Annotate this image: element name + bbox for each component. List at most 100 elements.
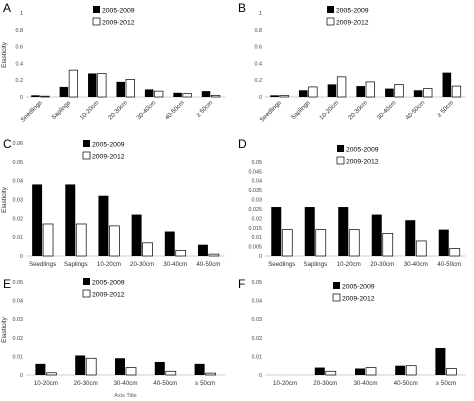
x-tick-label: 40-50cm bbox=[437, 261, 461, 268]
bar-2009-2012 bbox=[405, 365, 417, 376]
legend-swatch bbox=[82, 151, 91, 160]
y-tick-label: 1 bbox=[20, 11, 23, 17]
bar-2009-2012 bbox=[423, 88, 433, 98]
y-tick-label: 0 bbox=[259, 373, 262, 379]
x-tick-label: 30-40cm bbox=[353, 380, 377, 387]
bar-2009-2012 bbox=[97, 73, 107, 98]
legend-label: 2009-2012 bbox=[342, 296, 375, 303]
bar-2005-2009 bbox=[65, 184, 76, 256]
bar-2009-2012 bbox=[382, 233, 394, 257]
chart-panel-b: B 0 0.2 0.4 0.6 0.8 1 Seedlings Saplings 10-20cm 2… bbox=[238, 1, 466, 124]
y-tick-label: 0.06 bbox=[13, 141, 24, 147]
bar-2005-2009 bbox=[31, 95, 40, 97]
bar-2009-2012 bbox=[210, 94, 221, 98]
bar-2009-2012 bbox=[182, 93, 192, 98]
x-tick-label: 10-20cm bbox=[337, 261, 361, 268]
x-tick-label: 10-20cm bbox=[318, 99, 340, 121]
bar-2005-2009 bbox=[385, 88, 394, 97]
bar-2009-2012 bbox=[308, 86, 318, 98]
x-tick-label: ≥ 50cm bbox=[195, 99, 214, 118]
legend-label: 2005-2009 bbox=[342, 284, 375, 291]
y-tick-label: 0.03 bbox=[13, 198, 24, 204]
bar-2009-2012 bbox=[449, 248, 461, 257]
bar-2005-2009 bbox=[270, 95, 279, 97]
x-tick-label: ≥ 50cm bbox=[436, 380, 456, 387]
bar-2005-2009 bbox=[304, 207, 315, 256]
bar-2005-2009 bbox=[59, 86, 69, 97]
panel-label: F bbox=[238, 277, 245, 291]
legend-label: 2009-2012 bbox=[346, 159, 379, 166]
x-tick-label: Seedlings bbox=[259, 99, 283, 123]
x-tick-label: ≥ 50cm bbox=[436, 99, 455, 118]
bar-2005-2009 bbox=[144, 89, 154, 97]
bar-2009-2012 bbox=[348, 229, 360, 257]
x-axis-title: Axis Title bbox=[114, 393, 136, 399]
y-tick-label: 0.04 bbox=[13, 299, 24, 305]
chart-panel-d: D 0 0.005 0.01 0.015 0.02 0.025 0.03 0.035 0.04 0.… bbox=[238, 137, 466, 268]
bar-2009-2012 bbox=[175, 250, 187, 257]
bar-2005-2009 bbox=[442, 72, 452, 97]
legend-label: 2005-2009 bbox=[346, 147, 379, 154]
bar-2005-2009 bbox=[438, 229, 449, 256]
legend-swatch bbox=[326, 17, 335, 26]
y-tick-label: 0.045 bbox=[249, 169, 263, 175]
y-tick-label: 0.6 bbox=[16, 45, 24, 51]
y-axis-title: Elasticity bbox=[1, 316, 8, 342]
bar-2009-2012 bbox=[142, 242, 153, 257]
bar-2005-2009 bbox=[88, 73, 97, 97]
x-tick-label: 40-50cm bbox=[153, 380, 177, 387]
bar-2009-2012 bbox=[336, 76, 347, 98]
x-tick-label: 30-40cm bbox=[113, 380, 137, 387]
y-tick-label: 0.02 bbox=[13, 336, 24, 342]
legend-label: 2005-2009 bbox=[102, 8, 135, 15]
y-tick-label: 0 bbox=[20, 254, 23, 260]
y-tick-label: 0.05 bbox=[252, 160, 263, 166]
bar-2005-2009 bbox=[35, 363, 46, 375]
bar-2005-2009 bbox=[75, 355, 86, 375]
y-tick-label: 0.005 bbox=[249, 245, 263, 251]
x-tick-label: 30-40cm bbox=[376, 99, 398, 121]
bar-2009-2012 bbox=[125, 367, 137, 376]
bar-2005-2009 bbox=[371, 214, 382, 256]
y-tick-label: 0.025 bbox=[249, 207, 263, 213]
y-axis-title: Elasticity bbox=[1, 41, 8, 67]
x-tick-label: 30-40cm bbox=[135, 99, 157, 121]
y-tick-label: 0.03 bbox=[252, 198, 263, 204]
x-tick-label: 10-20cm bbox=[79, 99, 101, 121]
bar-2005-2009 bbox=[201, 91, 211, 97]
bar-2009-2012 bbox=[42, 223, 54, 257]
y-tick-label: 0 bbox=[20, 95, 23, 101]
y-tick-label: 0.05 bbox=[13, 280, 24, 286]
panel-label: C bbox=[3, 137, 12, 151]
y-tick-label: 1 bbox=[259, 11, 262, 17]
bar-2009-2012 bbox=[165, 370, 177, 376]
y-tick-label: 0.04 bbox=[13, 179, 24, 185]
legend-swatch bbox=[83, 140, 90, 147]
bar-2009-2012 bbox=[394, 84, 404, 98]
y-tick-label: 0.8 bbox=[16, 28, 24, 34]
legend-label: 2005-2009 bbox=[336, 8, 369, 15]
legend-label: 2005-2009 bbox=[92, 280, 125, 287]
bar-2005-2009 bbox=[314, 367, 325, 375]
bar-2009-2012 bbox=[109, 225, 120, 257]
bar-2005-2009 bbox=[154, 361, 165, 375]
legend-label: 2009-2012 bbox=[336, 20, 369, 27]
bar-2009-2012 bbox=[40, 95, 50, 98]
legend-swatch bbox=[82, 289, 91, 298]
y-tick-label: 0.02 bbox=[252, 216, 263, 222]
y-tick-label: 0 bbox=[259, 95, 262, 101]
bar-2005-2009 bbox=[98, 195, 109, 256]
legend-label: 2009-2012 bbox=[92, 292, 125, 299]
x-tick-label: Seedlings bbox=[29, 261, 56, 268]
bar-2009-2012 bbox=[365, 81, 375, 98]
y-tick-label: 0.6 bbox=[255, 45, 263, 51]
y-tick-label: 0.8 bbox=[255, 28, 263, 34]
x-tick-label: 20-30cm bbox=[370, 261, 394, 268]
x-tick-label: 20-30cm bbox=[347, 99, 369, 121]
y-tick-label: 0.03 bbox=[252, 317, 263, 323]
panel-label: D bbox=[238, 137, 247, 151]
x-tick-label: Saplings bbox=[64, 261, 88, 268]
legend-swatch bbox=[92, 17, 101, 26]
x-tick-label: 40-50cm bbox=[394, 380, 418, 387]
chart-panel-e: E 0 0.01 0.02 0.03 0.04 0.05 Elasticity 10-20cm 2… bbox=[1, 277, 225, 399]
